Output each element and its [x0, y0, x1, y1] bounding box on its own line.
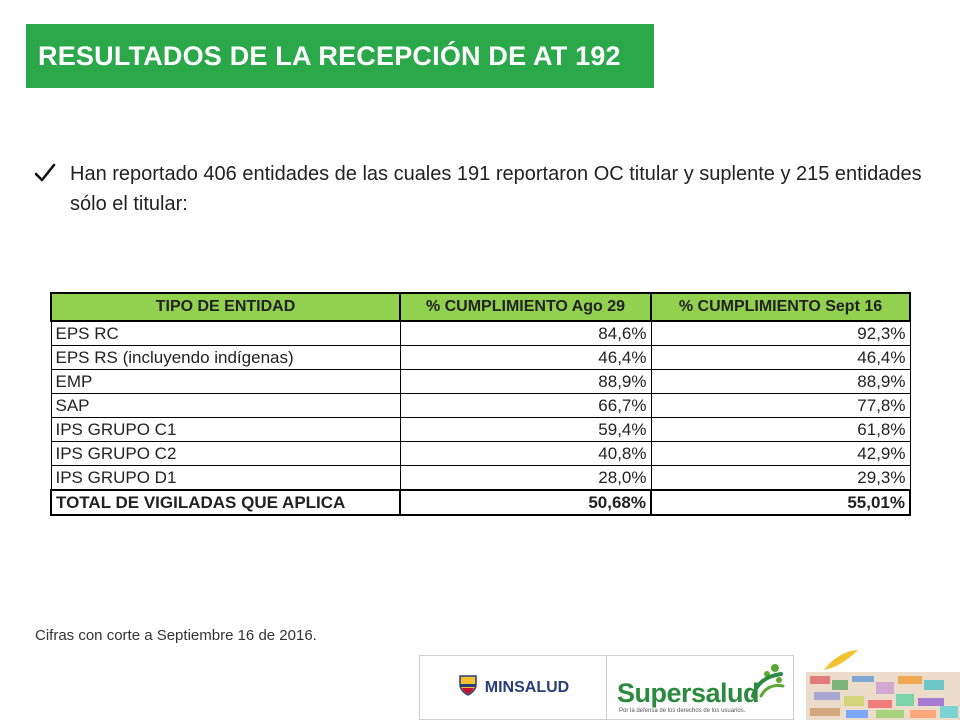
footer-logos: MINSALUD Supersalud Por la defensa de lo… [419, 655, 794, 720]
results-table: TIPO DE ENTIDAD % CUMPLIMIENTO Ago 29 % … [50, 292, 911, 516]
cell-ago: 84,6% [399, 320, 652, 346]
minsalud-wordmark: MINSALUD [484, 678, 570, 696]
header-tipo-entidad: TIPO DE ENTIDAD [50, 292, 401, 322]
cell-entity: SAP [50, 393, 401, 418]
cell-ago: 40,8% [399, 441, 652, 466]
bullet-item: Han reportado 406 entidades de las cuale… [34, 159, 939, 239]
cell-entity: IPS GRUPO C2 [50, 441, 401, 466]
cell-sept: 88,9% [650, 369, 911, 394]
cell-ago: 46,4% [399, 345, 652, 370]
cell-ago: 59,4% [399, 417, 652, 442]
cell-sept: 92,3% [650, 320, 911, 346]
header-cumplimiento-ago: % CUMPLIMIENTO Ago 29 [399, 292, 652, 322]
minsalud-logo: MINSALUD [420, 656, 607, 719]
people-swirl-icon [747, 660, 787, 705]
check-icon [34, 159, 66, 188]
cell-total-label: TOTAL DE VIGILADAS QUE APLICA [50, 489, 401, 516]
table-row: IPS GRUPO D1 28,0% 29,3% [50, 465, 911, 491]
table-row: EMP 88,9% 88,9% [50, 369, 911, 394]
coat-of-arms-icon [457, 673, 479, 702]
cell-sept: 61,8% [650, 417, 911, 442]
title-banner: RESULTADOS DE LA RECEPCIÓN DE AT 192 [26, 24, 654, 88]
cell-sept: 77,8% [650, 393, 911, 418]
cell-total-sept: 55,01% [650, 489, 911, 516]
table-row: EPS RC 84,6% 92,3% [50, 320, 911, 346]
cell-total-ago: 50,68% [399, 489, 652, 516]
cell-sept: 46,4% [650, 345, 911, 370]
cell-entity: EMP [50, 369, 401, 394]
table-row: EPS RS (incluyendo indígenas) 46,4% 46,4… [50, 345, 911, 370]
cell-entity: EPS RS (incluyendo indígenas) [50, 345, 401, 370]
footnote: Cifras con corte a Septiembre 16 de 2016… [35, 627, 317, 644]
cell-ago: 66,7% [399, 393, 652, 418]
cell-entity: IPS GRUPO C1 [50, 417, 401, 442]
decorative-corner-image [806, 650, 960, 720]
table-total-row: TOTAL DE VIGILADAS QUE APLICA 50,68% 55,… [50, 489, 911, 516]
cell-ago: 28,0% [399, 465, 652, 491]
table-header-row: TIPO DE ENTIDAD % CUMPLIMIENTO Ago 29 % … [50, 292, 911, 322]
table-row: IPS GRUPO C1 59,4% 61,8% [50, 417, 911, 442]
supersalud-tagline: Por la defensa de los derechos de los us… [619, 708, 746, 714]
cell-ago: 88,9% [399, 369, 652, 394]
header-cumplimiento-sept: % CUMPLIMIENTO Sept 16 [650, 292, 911, 322]
cell-sept: 42,9% [650, 441, 911, 466]
table-row: SAP 66,7% 77,8% [50, 393, 911, 418]
bullet-text: Han reportado 406 entidades de las cuale… [70, 163, 922, 215]
page-title: RESULTADOS DE LA RECEPCIÓN DE AT 192 [38, 40, 621, 71]
supersalud-wordmark: Supersalud [617, 678, 760, 708]
cell-entity: IPS GRUPO D1 [50, 465, 401, 491]
supersalud-logo: Supersalud Por la defensa de los derecho… [607, 656, 793, 719]
table-row: IPS GRUPO C2 40,8% 42,9% [50, 441, 911, 466]
cell-sept: 29,3% [650, 465, 911, 491]
cell-entity: EPS RC [50, 320, 401, 346]
